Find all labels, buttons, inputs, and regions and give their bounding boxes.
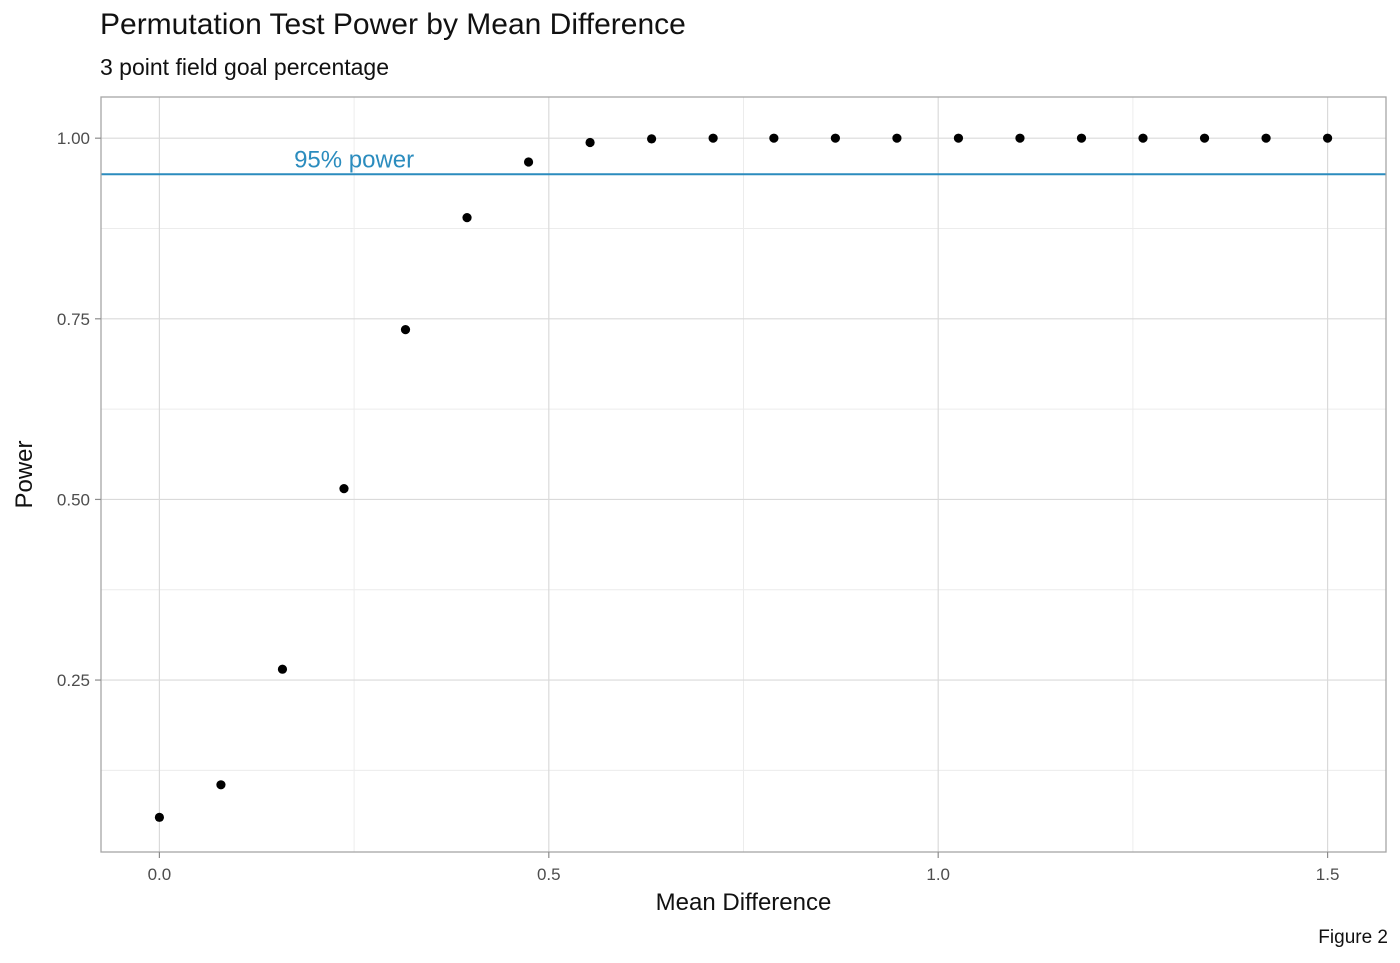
plot-panel-border bbox=[100, 96, 1387, 853]
x-axis-ticks: 0.0 0.5 1.0 1.5 bbox=[148, 852, 1340, 884]
data-point bbox=[892, 133, 902, 143]
y-tick-label: 0.75 bbox=[57, 310, 90, 329]
y-tick-label: 1.00 bbox=[57, 129, 90, 148]
x-tick-label: 0.5 bbox=[537, 865, 561, 884]
data-point bbox=[277, 664, 288, 674]
data-point bbox=[154, 812, 165, 822]
data-point bbox=[1322, 133, 1333, 143]
major-gridlines bbox=[101, 97, 1386, 852]
data-point bbox=[1261, 133, 1271, 143]
data-point bbox=[400, 325, 411, 335]
data-point bbox=[1015, 133, 1025, 143]
data-point bbox=[708, 133, 718, 143]
y-tick-label: 0.25 bbox=[57, 671, 90, 690]
x-tick-label: 1.0 bbox=[926, 865, 950, 884]
data-point bbox=[216, 780, 226, 790]
data-point bbox=[1138, 133, 1148, 143]
x-axis-title: Mean Difference bbox=[656, 889, 832, 916]
data-point bbox=[1199, 133, 1210, 143]
reference-line-group: 95% power bbox=[101, 146, 1386, 176]
data-point bbox=[647, 134, 657, 144]
reference-line-label: 95% power bbox=[294, 146, 414, 173]
y-tick-label: 0.50 bbox=[57, 490, 90, 509]
data-point bbox=[953, 133, 964, 143]
x-tick-label: 0.0 bbox=[148, 865, 172, 884]
data-point bbox=[462, 213, 472, 223]
x-tick-label: 1.5 bbox=[1316, 865, 1340, 884]
y-axis-ticks: 0.25 0.50 0.75 1.00 bbox=[57, 129, 101, 690]
chart-title: Permutation Test Power by Mean Differenc… bbox=[100, 8, 686, 41]
chart-subtitle: 3 point field goal percentage bbox=[100, 54, 389, 80]
data-point bbox=[523, 157, 534, 167]
data-points bbox=[154, 133, 1333, 822]
minor-gridlines bbox=[101, 97, 1386, 852]
data-point bbox=[830, 133, 840, 143]
data-point bbox=[769, 133, 779, 143]
data-point bbox=[1076, 133, 1087, 143]
data-point bbox=[339, 483, 349, 494]
figure-caption: Figure 2 bbox=[1318, 927, 1388, 948]
data-point bbox=[585, 137, 595, 148]
y-axis-title: Power bbox=[11, 440, 38, 508]
